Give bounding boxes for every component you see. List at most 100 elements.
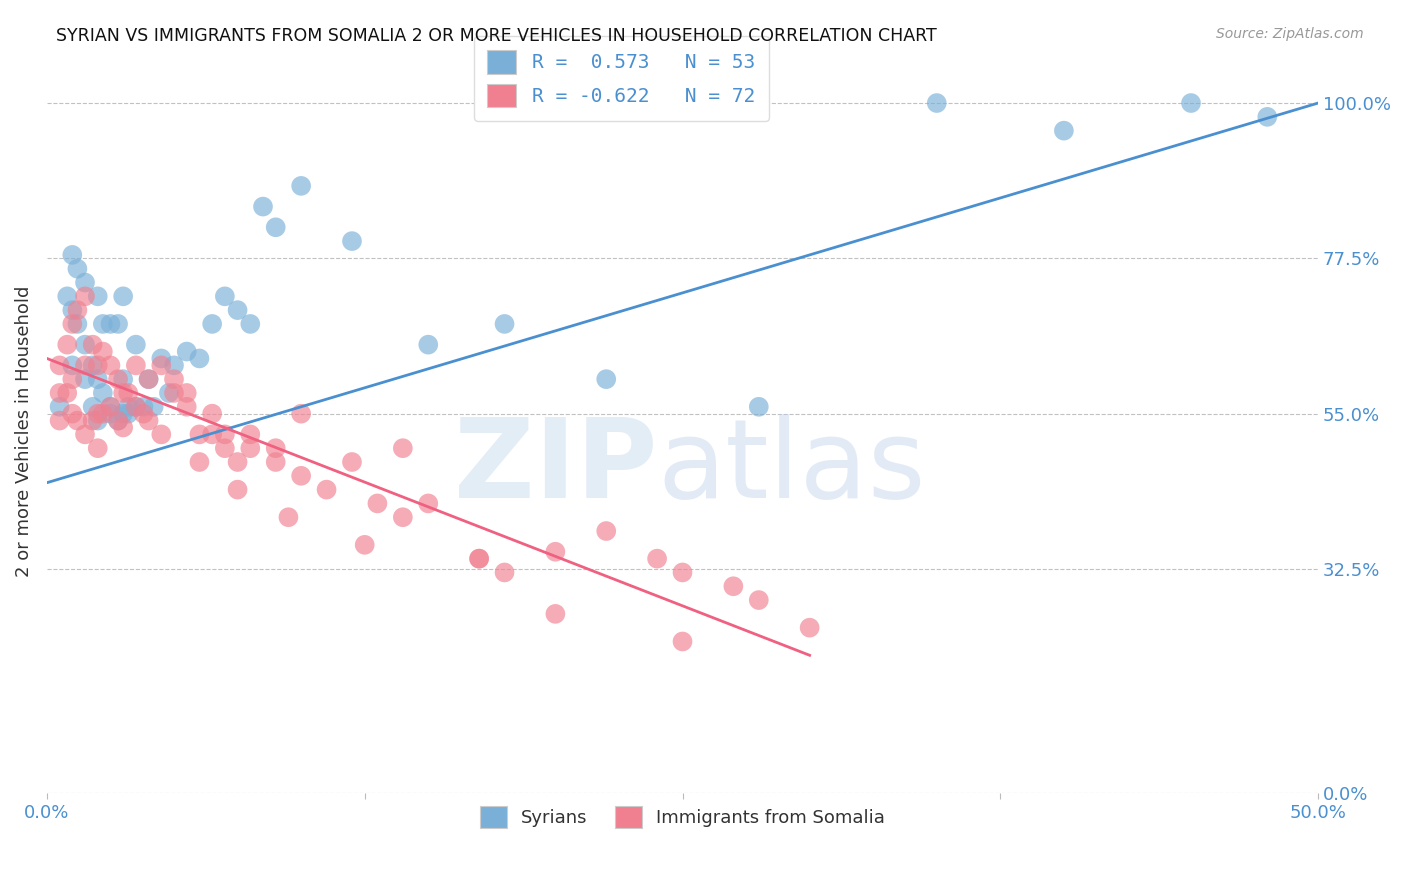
Point [392, 510, 415, 524]
Point [112, 386, 135, 401]
Point [138, 372, 160, 386]
Point [544, 607, 567, 621]
Point [87, 441, 110, 455]
Point [100, 359, 122, 373]
Point [100, 400, 122, 414]
Point [239, 427, 262, 442]
Point [163, 372, 186, 386]
Point [117, 386, 139, 401]
Point [60, 407, 83, 421]
Point [595, 372, 617, 386]
Point [925, 96, 948, 111]
Point [340, 455, 363, 469]
Point [671, 566, 693, 580]
Point [468, 551, 491, 566]
Point [112, 407, 135, 421]
Text: Source: ZipAtlas.com: Source: ZipAtlas.com [1216, 27, 1364, 41]
Point [107, 414, 129, 428]
Point [157, 386, 180, 401]
Point [73, 372, 96, 386]
Point [117, 407, 139, 421]
Point [1180, 96, 1202, 111]
Point [73, 359, 96, 373]
Point [56, 337, 79, 351]
Point [60, 317, 83, 331]
Point [494, 566, 516, 580]
Point [340, 234, 363, 248]
Point [494, 317, 516, 331]
Point [214, 289, 236, 303]
Point [87, 407, 110, 421]
Point [671, 634, 693, 648]
Point [226, 455, 249, 469]
Point [82, 414, 104, 428]
Point [138, 372, 160, 386]
Point [138, 414, 160, 428]
Text: SYRIAN VS IMMIGRANTS FROM SOMALIA 2 OR MORE VEHICLES IN HOUSEHOLD CORRELATION CH: SYRIAN VS IMMIGRANTS FROM SOMALIA 2 OR M… [56, 27, 936, 45]
Point [264, 441, 287, 455]
Point [91, 407, 114, 421]
Point [60, 248, 83, 262]
Point [315, 483, 337, 497]
Point [73, 337, 96, 351]
Point [150, 427, 173, 442]
Point [1256, 110, 1278, 124]
Point [66, 261, 89, 276]
Point [201, 317, 224, 331]
Point [353, 538, 375, 552]
Point [48, 414, 70, 428]
Point [48, 359, 70, 373]
Point [188, 427, 211, 442]
Point [82, 359, 104, 373]
Point [117, 400, 139, 414]
Point [82, 337, 104, 351]
Point [142, 400, 165, 414]
Point [82, 400, 104, 414]
Point [48, 400, 70, 414]
Point [107, 414, 129, 428]
Point [60, 372, 83, 386]
Point [87, 372, 110, 386]
Point [132, 407, 155, 421]
Point [56, 289, 79, 303]
Point [66, 303, 89, 318]
Point [66, 317, 89, 331]
Point [748, 400, 770, 414]
Point [48, 386, 70, 401]
Point [201, 427, 224, 442]
Point [91, 317, 114, 331]
Point [100, 407, 122, 421]
Point [188, 351, 211, 366]
Point [264, 220, 287, 235]
Point [73, 276, 96, 290]
Point [201, 407, 224, 421]
Point [418, 337, 440, 351]
Point [392, 441, 415, 455]
Point [150, 359, 173, 373]
Point [188, 455, 211, 469]
Text: ZIP: ZIP [454, 414, 657, 521]
Point [112, 420, 135, 434]
Point [252, 200, 274, 214]
Point [468, 551, 491, 566]
Point [418, 496, 440, 510]
Point [150, 351, 173, 366]
Point [226, 303, 249, 318]
Point [107, 317, 129, 331]
Point [226, 483, 249, 497]
Point [748, 593, 770, 607]
Point [290, 178, 312, 193]
Point [73, 427, 96, 442]
Legend: Syrians, Immigrants from Somalia: Syrians, Immigrants from Somalia [472, 798, 893, 835]
Point [125, 337, 148, 351]
Point [87, 359, 110, 373]
Point [214, 427, 236, 442]
Point [60, 359, 83, 373]
Point [264, 455, 287, 469]
Point [91, 344, 114, 359]
Point [176, 400, 198, 414]
Point [100, 400, 122, 414]
Point [544, 545, 567, 559]
Point [595, 524, 617, 538]
Point [112, 372, 135, 386]
